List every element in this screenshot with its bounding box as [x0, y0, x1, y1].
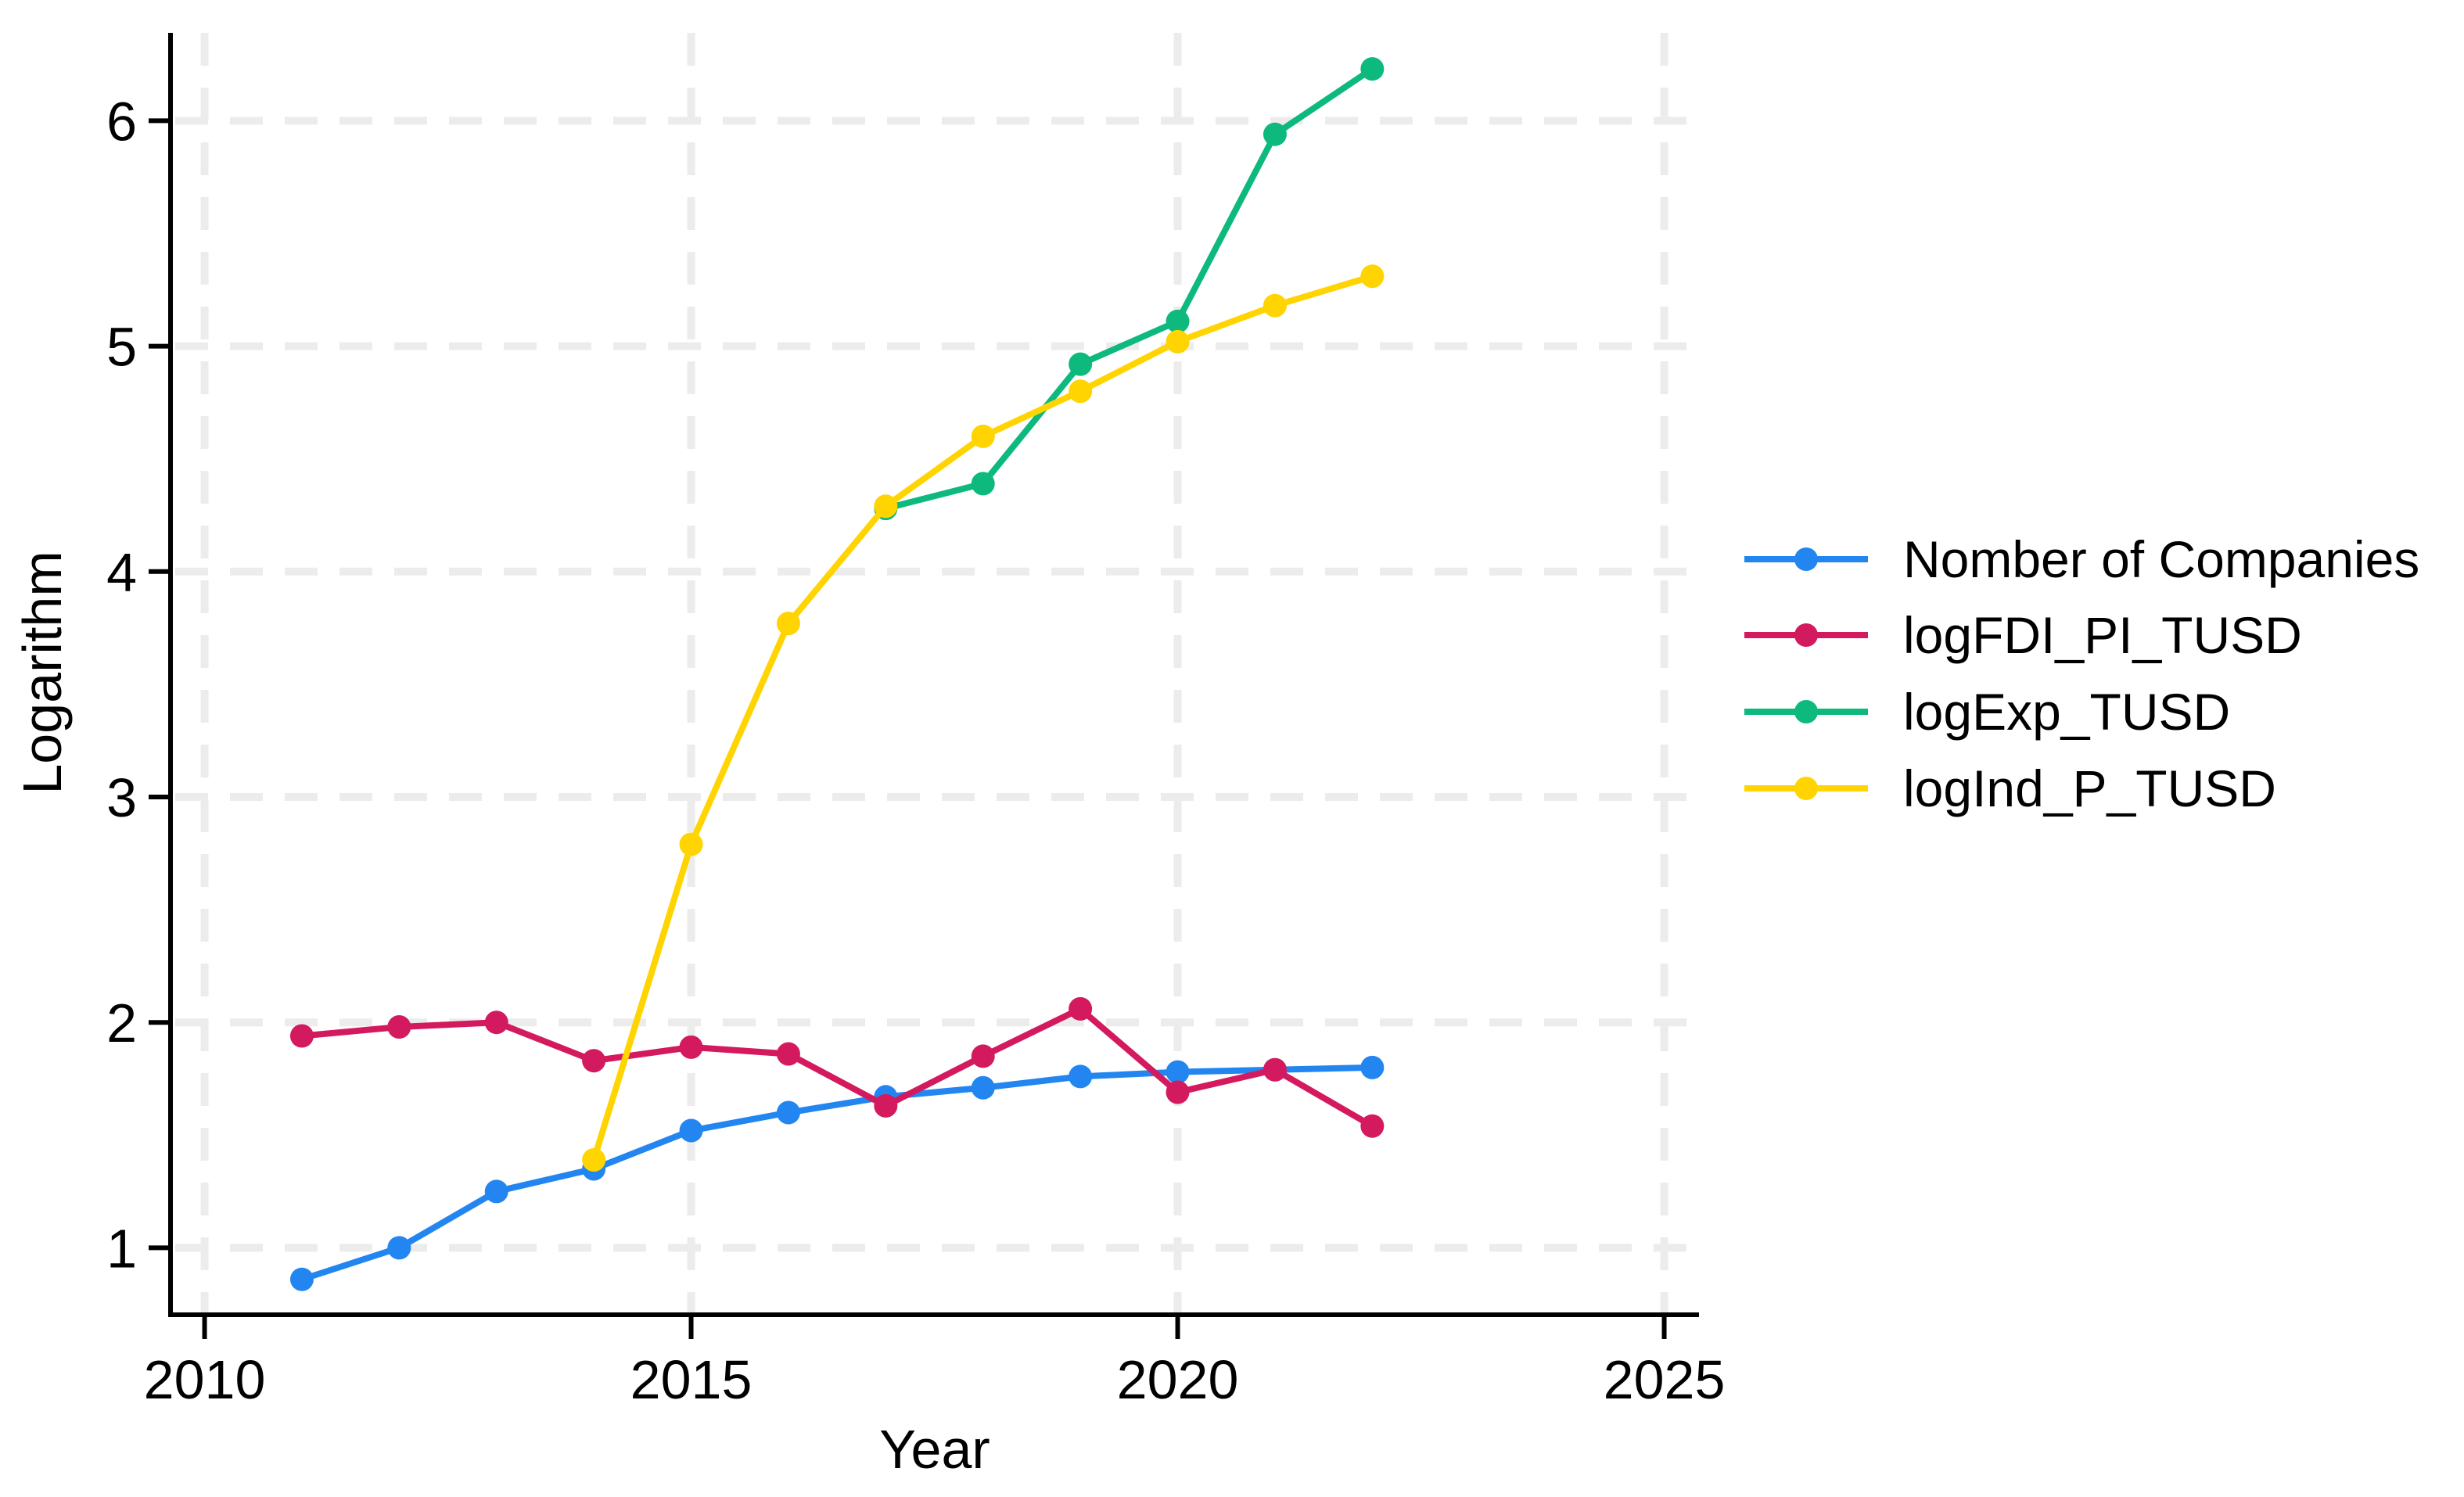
- data-point-marker: [582, 1148, 606, 1172]
- x-tick-label: 2020: [1117, 1349, 1239, 1410]
- series-line: [591, 273, 1376, 1163]
- data-point-marker: [387, 1236, 411, 1260]
- x-axis-title: Year: [879, 1419, 990, 1480]
- data-point-marker: [679, 832, 703, 856]
- data-point-marker: [971, 1075, 995, 1100]
- legend-swatch-icon: [1744, 623, 1868, 648]
- data-point-marker: [484, 1179, 508, 1204]
- data-point-marker: [1360, 264, 1385, 289]
- data-point-marker: [1263, 122, 1287, 146]
- legend-label: logFDI_PI_TUSD: [1903, 606, 2302, 665]
- data-point-marker: [679, 1035, 703, 1059]
- y-tick-label: 5: [106, 317, 137, 378]
- data-point-marker: [1069, 379, 1093, 404]
- data-point-marker: [1263, 293, 1287, 318]
- data-point-marker: [1166, 1060, 1190, 1084]
- legend-item-logexp-tusd: logExp_TUSD: [1744, 673, 2419, 750]
- data-point-marker: [679, 1118, 703, 1143]
- x-tick-label: 2015: [630, 1349, 752, 1410]
- data-point-marker: [776, 612, 800, 636]
- legend-label: logExp_TUSD: [1903, 682, 2231, 741]
- legend-label: logInd_P_TUSD: [1903, 759, 2276, 817]
- data-point-marker: [776, 1042, 800, 1066]
- legend-item-nomber-of-companies: Nomber of Companies: [1744, 521, 2419, 598]
- data-point-marker: [971, 1044, 995, 1068]
- data-point-marker: [1263, 1057, 1287, 1082]
- data-point-marker: [971, 472, 995, 496]
- data-point-marker: [1360, 1055, 1385, 1079]
- data-point-marker: [1069, 996, 1093, 1021]
- data-point-marker: [289, 1267, 314, 1291]
- y-tick-label: 3: [106, 767, 137, 828]
- data-point-marker: [289, 1024, 314, 1048]
- y-tick-label: 6: [106, 91, 137, 152]
- y-tick-label: 1: [106, 1218, 137, 1279]
- y-tick-label: 2: [106, 993, 137, 1054]
- data-point-marker: [1166, 329, 1190, 354]
- data-point-marker: [1069, 352, 1093, 376]
- data-point-marker: [484, 1011, 508, 1035]
- data-point-marker: [776, 1100, 800, 1125]
- data-point-marker: [1360, 57, 1385, 81]
- data-point-marker: [874, 494, 898, 519]
- data-point-marker: [1069, 1064, 1093, 1089]
- y-tick-label: 4: [106, 542, 137, 603]
- legend-swatch-icon: [1744, 547, 1868, 571]
- legend-swatch-icon: [1744, 699, 1868, 723]
- legend-item-logfdi-pi-tusd: logFDI_PI_TUSD: [1744, 598, 2419, 674]
- series-line: [298, 1064, 1376, 1283]
- legend-swatch-icon: [1744, 776, 1868, 800]
- series-line: [882, 66, 1376, 512]
- y-axis-title: Logarithm: [12, 551, 73, 794]
- data-point-marker: [1166, 309, 1190, 333]
- data-point-marker: [1166, 1080, 1190, 1104]
- x-tick-label: 2010: [144, 1349, 266, 1410]
- legend-item-logind-p-tusd: logInd_P_TUSD: [1744, 750, 2419, 827]
- data-point-marker: [582, 1049, 606, 1073]
- legend-label: Nomber of Companies: [1903, 530, 2420, 588]
- data-point-marker: [874, 1093, 898, 1118]
- data-point-marker: [387, 1014, 411, 1039]
- series-line: [298, 1005, 1376, 1129]
- data-point-marker: [1360, 1114, 1385, 1138]
- data-point-marker: [971, 424, 995, 448]
- x-tick-label: 2025: [1604, 1349, 1726, 1410]
- legend: Nomber of Companies logFDI_PI_TUSD logEx…: [1744, 521, 2419, 826]
